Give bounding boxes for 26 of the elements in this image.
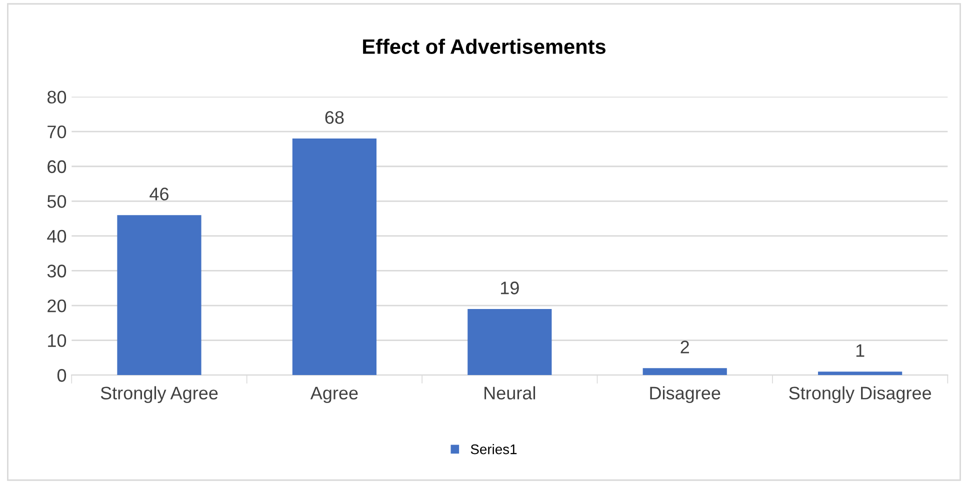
bar — [292, 138, 376, 376]
y-tick-label: 50 — [47, 195, 66, 208]
bar — [468, 309, 552, 376]
data-label: 1 — [856, 344, 864, 357]
data-label: 46 — [150, 188, 168, 200]
data-label: 2 — [680, 340, 689, 354]
y-tick-label: 20 — [48, 299, 66, 312]
chart-title: Effect of Advertisements — [363, 38, 606, 54]
x-tick-label: Disagree — [650, 386, 720, 404]
bar — [818, 372, 902, 376]
y-tick-label: 70 — [48, 126, 66, 138]
legend-label: Series1 — [470, 444, 517, 454]
data-label: 68 — [325, 111, 344, 124]
data-label: 19 — [500, 282, 519, 294]
y-tick-label: 10 — [48, 334, 66, 348]
y-tick-label: 40 — [47, 230, 66, 243]
y-tick-label: 30 — [47, 264, 66, 278]
x-tick-label: Strongly Agree — [100, 386, 218, 404]
y-tick-label: 0 — [57, 369, 66, 382]
bar — [642, 368, 727, 376]
y-tick-label: 60 — [48, 160, 66, 174]
bar — [117, 215, 202, 376]
x-tick-label: Agree — [310, 386, 358, 404]
x-tick-label: Strongly Disagree — [789, 386, 932, 404]
y-tick-label: 80 — [47, 90, 66, 104]
x-tick-label: Neural — [484, 386, 536, 400]
